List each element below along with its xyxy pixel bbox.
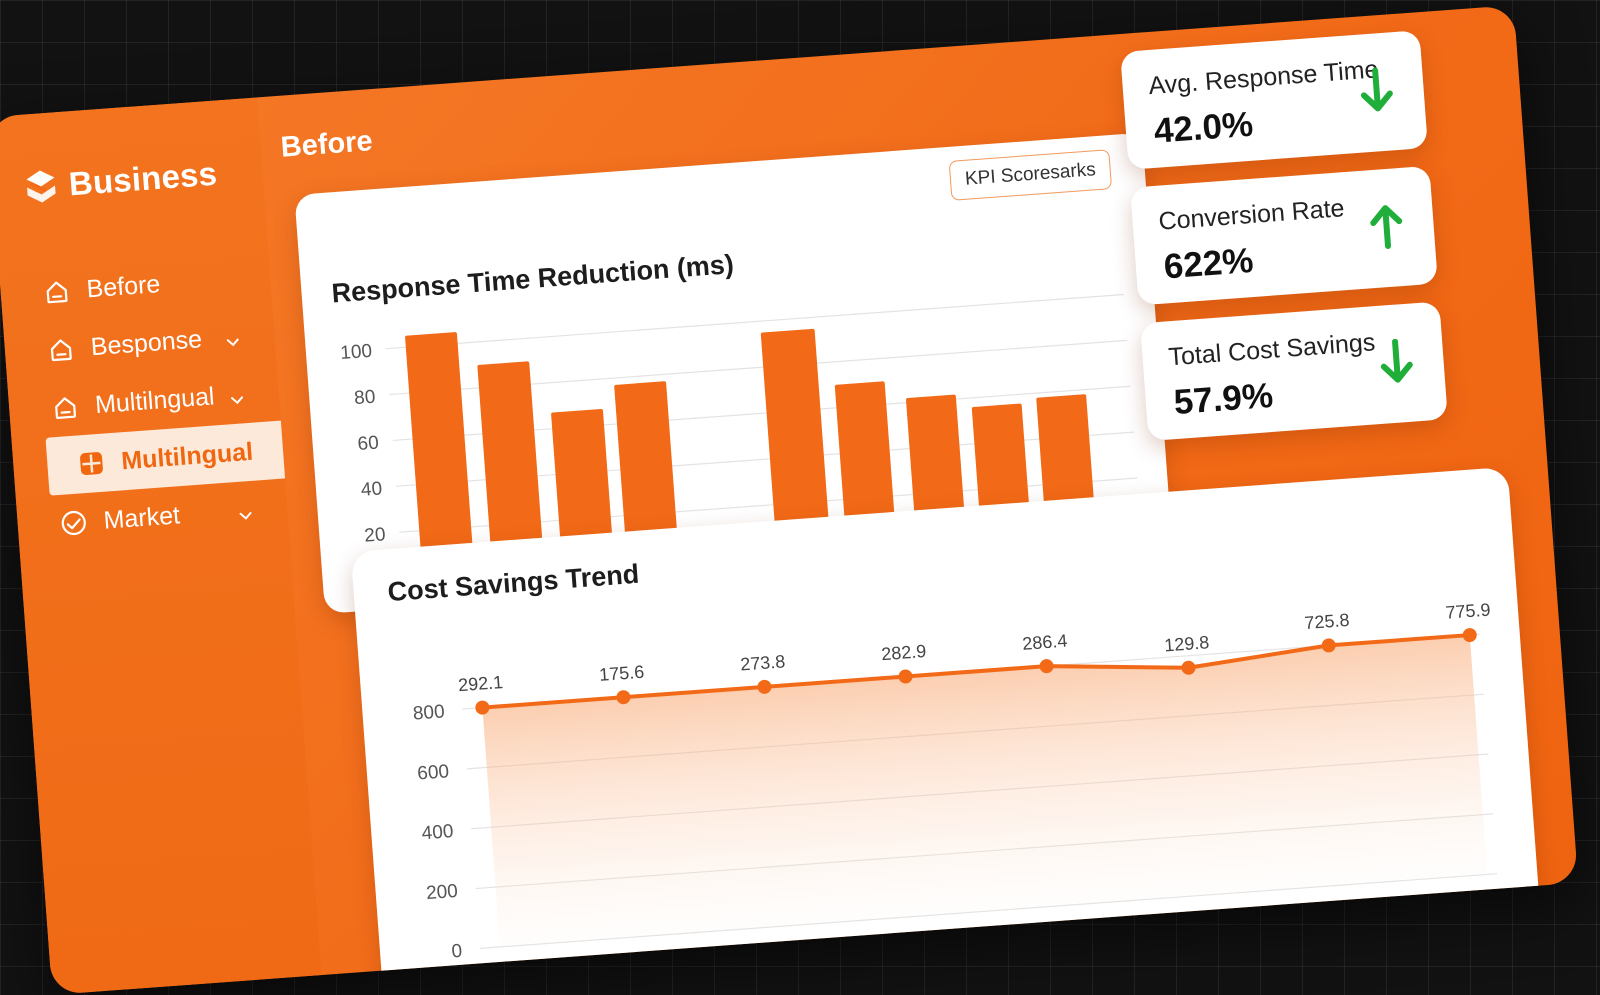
bar <box>834 381 897 546</box>
grid-icon <box>76 449 106 479</box>
home-icon <box>46 334 76 364</box>
kpi-card-conversion-rate[interactable]: Conversion Rate 622% <box>1130 165 1438 306</box>
y-tick-label: 100 <box>340 341 373 364</box>
data-label: 175.6 <box>598 662 644 685</box>
x-tick-label: Rerd <box>1088 917 1131 941</box>
kpi-label: Conversion Rate <box>1157 194 1346 236</box>
x-tick-label: Myo <box>559 956 596 980</box>
data-point <box>757 679 772 694</box>
y-tick-label: 600 <box>417 761 450 784</box>
x-tick-label: Mon <box>787 939 825 963</box>
y-tick-label: 400 <box>421 821 454 844</box>
dashboard-window: Business Before Besponse Multilngual Multil… <box>0 5 1579 995</box>
kpi-value: 42.0% <box>1152 104 1255 151</box>
sidebar: Business Before Besponse Multilngual Multil… <box>0 97 322 995</box>
y-tick-label: 20 <box>364 524 387 546</box>
sidebar-item-label: Multilngual <box>120 437 254 475</box>
y-tick-label: 80 <box>354 387 377 409</box>
chevron-down-icon[interactable] <box>224 327 241 347</box>
gauge-icon <box>59 508 89 538</box>
brand[interactable]: Business <box>22 155 219 207</box>
bar <box>405 332 475 577</box>
data-point <box>898 669 913 684</box>
line-chart: 0 200 400 600 800 Kit Myo Juil Mon Mon July Juls Mon… <box>412 600 1509 985</box>
data-point <box>1039 659 1054 674</box>
cost-savings-trend-card: Cost Savings Trend 0 200 400 600 800 Kit Myo Ju… <box>350 466 1542 995</box>
sidebar-item-label: Before <box>85 269 162 303</box>
home-icon <box>42 277 72 307</box>
data-point <box>616 690 631 705</box>
bar <box>614 381 679 562</box>
sidebar-item-besponse[interactable]: Besponse <box>3 305 277 383</box>
area-fill <box>482 635 1488 947</box>
bar <box>760 328 831 551</box>
bar <box>551 408 614 567</box>
x-tick-label: Kit <box>490 962 514 985</box>
brand-name: Business <box>67 154 219 203</box>
kpi-card-total-cost-savings[interactable]: Total Cost Savings 57.9% <box>1140 301 1448 442</box>
x-tick-label: July <box>864 934 900 957</box>
x-tick-label: Juls <box>940 928 975 951</box>
chevron-down-icon[interactable] <box>237 501 254 520</box>
bar <box>906 394 967 541</box>
y-tick-label: 40 <box>360 478 383 500</box>
x-tick-label: Mon <box>1394 895 1432 919</box>
data-point <box>475 700 490 715</box>
data-label: 292.1 <box>457 672 503 695</box>
data-label: 286.4 <box>1022 631 1068 654</box>
data-label: 282.9 <box>881 641 927 664</box>
kpi-label: Avg. Response Time <box>1147 55 1380 101</box>
gridline <box>385 293 1124 350</box>
kpi-card-avg-response-time[interactable]: Avg. Response Time 42.0% <box>1120 30 1428 170</box>
sidebar-item-market[interactable]: Market <box>16 478 290 556</box>
data-point <box>1181 660 1196 675</box>
sidebar-nav: Before Besponse Multilngual Multilngual Mark… <box>0 247 289 556</box>
sidebar-item-label: Multilngual <box>94 381 216 419</box>
trend-line <box>482 633 1470 710</box>
x-tick-label: Moy <box>1471 889 1509 913</box>
chevron-down-icon[interactable] <box>228 385 245 405</box>
sidebar-item-before[interactable]: Before <box>0 247 272 325</box>
x-tick-label: Mort <box>1166 911 1206 935</box>
page-title: Before <box>279 125 374 164</box>
y-tick-label: 0 <box>451 941 463 963</box>
x-tick-label: Mov <box>1243 906 1281 930</box>
bar <box>477 361 545 572</box>
sidebar-item-multilngual[interactable]: Multilngual <box>7 363 281 441</box>
data-label: 775.9 <box>1445 600 1491 623</box>
sidebar-item-label: Market <box>102 500 181 535</box>
bar <box>1036 394 1096 531</box>
y-tick-label: 200 <box>425 881 458 904</box>
y-tick-label: 800 <box>412 701 445 724</box>
data-label: 129.8 <box>1164 632 1210 655</box>
x-tick-label: Mon <box>711 945 749 969</box>
sidebar-item-multilngual[interactable]: Multilngual <box>45 420 286 496</box>
x-tick-label: Juil <box>639 951 669 974</box>
sidebar-item-label: Besponse <box>89 324 203 361</box>
x-tick-label: Mon <box>1014 922 1052 946</box>
kpi-value: 622% <box>1162 240 1255 287</box>
home-icon <box>50 392 80 422</box>
y-tick-label: 60 <box>357 432 380 454</box>
arrow-down-icon <box>1380 338 1413 383</box>
data-point <box>1321 638 1336 653</box>
data-label: 725.8 <box>1304 610 1350 633</box>
brand-s-logo-icon <box>26 170 56 203</box>
kpi-value: 57.9% <box>1172 375 1275 423</box>
arrow-down-icon <box>1360 67 1393 112</box>
data-point <box>1462 628 1477 643</box>
arrow-up-icon <box>1370 205 1403 250</box>
x-tick-label: Mon <box>1318 900 1356 924</box>
data-label: 273.8 <box>740 651 786 674</box>
kpi-label: Total Cost Savings <box>1167 328 1377 372</box>
